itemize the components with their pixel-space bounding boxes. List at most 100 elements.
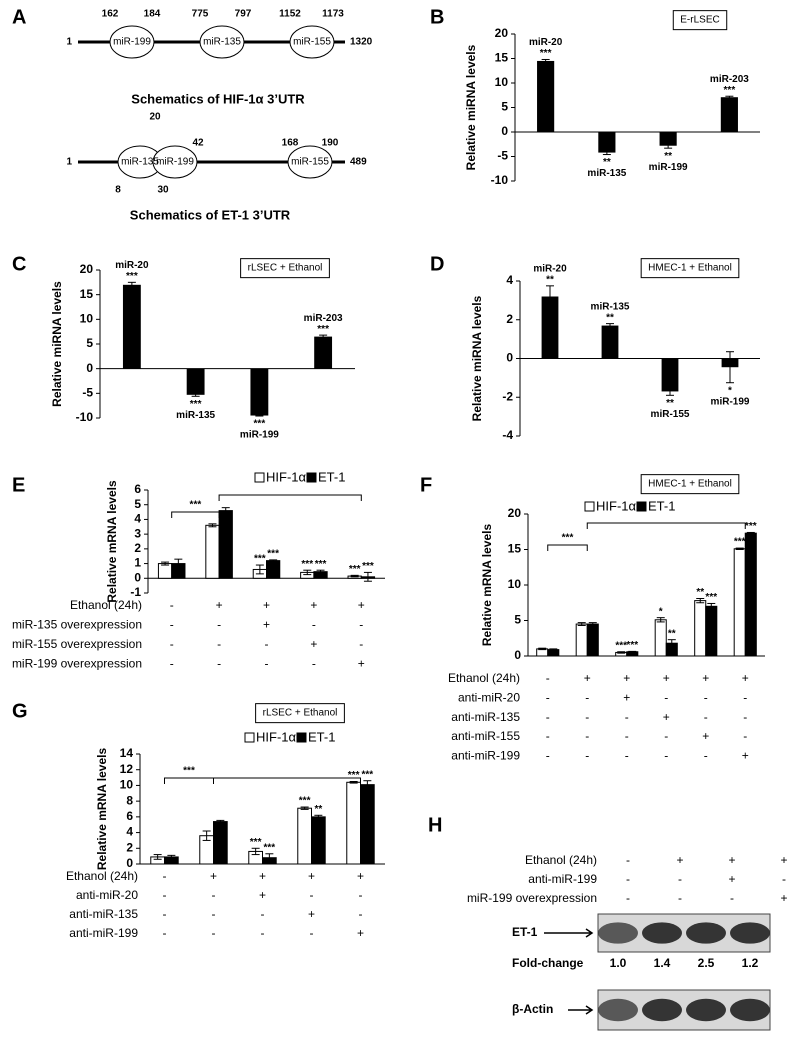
condition-value: - bbox=[163, 926, 167, 940]
condition-value: - bbox=[585, 690, 589, 704]
bracket bbox=[547, 544, 588, 551]
site-from: 1152 bbox=[279, 9, 301, 20]
bracket bbox=[164, 777, 214, 784]
condition-value: + bbox=[216, 598, 223, 612]
y-tick-label: 4 bbox=[506, 273, 513, 287]
condition-value: - bbox=[546, 671, 550, 685]
y-tick-label: 6 bbox=[134, 482, 141, 496]
bar bbox=[205, 524, 220, 579]
category-label: miR-203 bbox=[304, 313, 343, 324]
title-box bbox=[240, 258, 330, 279]
bracket-label: *** bbox=[183, 766, 195, 777]
panel-letter: G bbox=[12, 700, 28, 722]
title-box bbox=[255, 703, 345, 724]
condition-value: + bbox=[263, 618, 270, 632]
site-to: 797 bbox=[235, 9, 252, 20]
site-to: 184 bbox=[144, 9, 161, 20]
bar bbox=[346, 781, 361, 865]
condition-label: anti-miR-199 bbox=[69, 926, 138, 940]
y-axis-label: Relative mRNA levels bbox=[95, 748, 109, 871]
bar bbox=[157, 563, 173, 579]
condition-label: anti-miR-155 bbox=[451, 729, 520, 743]
condition-value: + bbox=[584, 671, 591, 685]
y-tick-label: 20 bbox=[80, 262, 94, 276]
bar bbox=[659, 132, 677, 146]
condition-label: Ethanol (24h) bbox=[525, 853, 597, 867]
bar bbox=[314, 336, 333, 369]
condition-value: - bbox=[170, 637, 174, 651]
legend-label: ET-1 bbox=[648, 498, 675, 513]
significance: *** bbox=[540, 48, 552, 59]
significance: *** bbox=[317, 324, 329, 335]
condition-label: anti-miR-199 bbox=[528, 872, 597, 886]
condition-value: - bbox=[782, 872, 786, 886]
y-tick-label: 20 bbox=[508, 506, 522, 520]
significance: ** bbox=[546, 274, 554, 285]
condition-value: - bbox=[170, 598, 174, 612]
significance: *** bbox=[626, 640, 638, 651]
significance: ** bbox=[606, 312, 614, 323]
panel-letter: A bbox=[12, 6, 26, 28]
condition-value: - bbox=[265, 637, 269, 651]
condition-value: - bbox=[217, 637, 221, 651]
condition-value: - bbox=[359, 888, 363, 902]
condition-value: + bbox=[308, 907, 315, 921]
panel-title: HMEC-1 + Ethanol bbox=[648, 263, 732, 274]
condition-value: + bbox=[357, 926, 364, 940]
condition-value: - bbox=[212, 888, 216, 902]
utr-caption: Schematics of ET-1 3’UTR bbox=[130, 207, 291, 222]
bracket-label: *** bbox=[190, 500, 202, 511]
condition-label: miR-199 overexpression bbox=[12, 657, 142, 671]
site-name: miR-135 bbox=[203, 37, 241, 48]
condition-value: + bbox=[358, 598, 365, 612]
bracket-label: *** bbox=[562, 533, 574, 544]
y-axis-label: Relative mRNA levels bbox=[105, 480, 119, 603]
condition-value: - bbox=[546, 729, 550, 743]
y-tick-label: 5 bbox=[134, 497, 141, 511]
condition-value: - bbox=[625, 729, 629, 743]
legend-label: ET-1 bbox=[318, 469, 345, 484]
bracket bbox=[586, 522, 746, 529]
bar bbox=[575, 623, 588, 657]
condition-value: + bbox=[310, 637, 317, 651]
condition-label: miR-135 overexpression bbox=[12, 618, 142, 632]
condition-label: anti-miR-135 bbox=[451, 710, 520, 724]
fold-change: 1.2 bbox=[742, 956, 759, 970]
significance: *** bbox=[299, 796, 311, 807]
significance: *** bbox=[615, 640, 627, 651]
binding-site bbox=[109, 25, 155, 59]
y-tick-label: 5 bbox=[514, 613, 521, 627]
legend-swatch bbox=[584, 501, 595, 512]
condition-value: + bbox=[263, 598, 270, 612]
significance: *** bbox=[349, 564, 361, 575]
condition-value: + bbox=[663, 710, 670, 724]
y-tick-label: 15 bbox=[508, 542, 522, 556]
y-tick-label: 10 bbox=[80, 312, 94, 326]
site-from: 30 bbox=[157, 185, 169, 196]
blot-band bbox=[598, 922, 638, 944]
significance: *** bbox=[724, 85, 736, 96]
bar bbox=[541, 296, 559, 359]
bar bbox=[598, 132, 616, 153]
y-tick-label: 0 bbox=[506, 351, 513, 365]
significance: *** bbox=[362, 561, 374, 572]
bar bbox=[733, 548, 746, 657]
condition-label: anti-miR-135 bbox=[69, 907, 138, 921]
significance: ** bbox=[603, 157, 611, 168]
significance: ** bbox=[314, 804, 322, 815]
bar bbox=[122, 284, 141, 369]
y-tick-label: 2 bbox=[506, 312, 513, 326]
bracket bbox=[171, 511, 220, 518]
y-tick-label: 2 bbox=[134, 541, 141, 555]
y-tick-label: 0 bbox=[126, 856, 133, 870]
y-tick-label: 4 bbox=[126, 825, 133, 839]
category-label: miR-20 bbox=[529, 37, 563, 48]
y-tick-label: 12 bbox=[120, 762, 134, 776]
condition-value: - bbox=[678, 891, 682, 905]
bar bbox=[250, 368, 269, 416]
bar bbox=[661, 358, 679, 392]
significance: ** bbox=[696, 587, 704, 598]
category-label: miR-20 bbox=[115, 260, 149, 271]
